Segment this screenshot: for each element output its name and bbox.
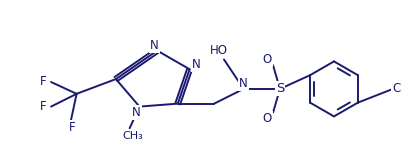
Text: N: N: [132, 106, 141, 119]
Text: N: N: [150, 39, 158, 52]
Text: O: O: [262, 53, 271, 66]
Text: F: F: [40, 74, 47, 88]
Text: N: N: [192, 58, 200, 71]
Text: S: S: [275, 82, 284, 95]
Text: F: F: [68, 121, 75, 134]
Text: CH₃: CH₃: [122, 131, 143, 141]
Text: N: N: [239, 77, 247, 91]
Text: F: F: [40, 100, 47, 113]
Text: Cl: Cl: [391, 82, 401, 95]
Text: O: O: [262, 112, 271, 125]
Text: HO: HO: [210, 44, 227, 57]
